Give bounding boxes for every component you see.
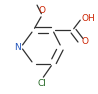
Text: OH: OH <box>81 14 95 23</box>
Text: Cl: Cl <box>38 79 47 88</box>
Text: O: O <box>81 37 88 46</box>
Text: N: N <box>14 42 21 52</box>
Text: O: O <box>39 6 46 15</box>
